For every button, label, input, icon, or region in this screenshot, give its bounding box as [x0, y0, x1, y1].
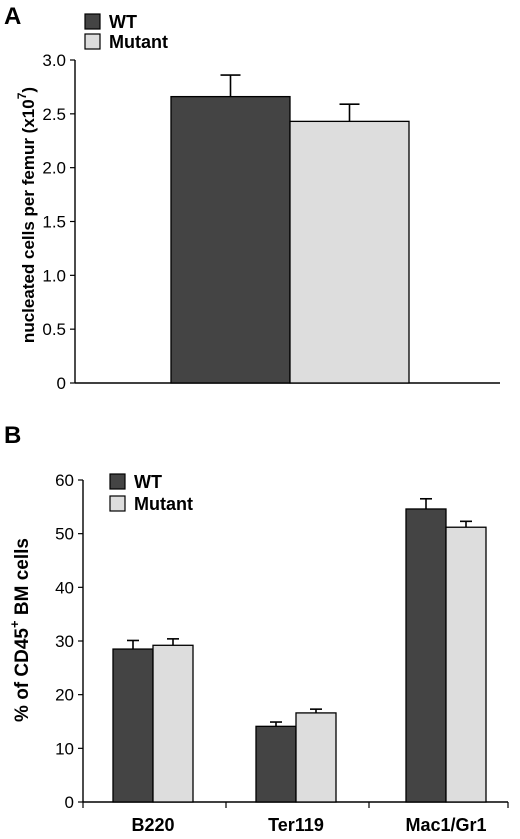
legend-label-mutant: Mutant: [109, 32, 168, 52]
panel-b-ticks: 0 10 20 30 40 50 60: [55, 471, 83, 812]
bar-wt: [170, 95, 291, 384]
legend-label-mutant: Mutant: [134, 494, 193, 514]
y-tick-label: 10: [55, 739, 74, 758]
panel-a-label: A: [4, 3, 21, 30]
y-tick-label: 0.5: [42, 320, 66, 339]
panel-a: A nucleated cells per femur (x107) 0 0.5 1…: [4, 3, 500, 393]
panel-b-y-axis-label: % of CD45+ BM cells: [7, 538, 33, 722]
y-tick-label: 2.0: [42, 159, 66, 178]
y-tick-label: 30: [55, 632, 74, 651]
y-tick-label: 1.0: [42, 266, 66, 285]
x-category-label: Mac1/Gr1: [405, 815, 486, 835]
y-tick-label: 0: [65, 793, 74, 812]
legend-swatch-wt: [84, 13, 101, 30]
bar-mutant-mac1-gr1: [445, 526, 487, 803]
panel-a-bars: [170, 74, 410, 384]
y-tick-label: 0: [57, 374, 66, 393]
panel-b-label: B: [4, 422, 21, 449]
legend-swatch-wt: [109, 473, 126, 490]
y-tick-label: 60: [55, 471, 74, 490]
y-tick-label: 40: [55, 578, 74, 597]
y-tick-label: 1.5: [42, 213, 66, 232]
bar-wt-b220: [112, 648, 154, 803]
panel-a-ticks: 0 0.5 1.0 1.5 2.0 2.5 3.0: [42, 51, 75, 393]
bar-mutant-ter119: [295, 712, 337, 803]
bar-wt-mac1-gr1: [405, 508, 447, 803]
y-tick-label: 50: [55, 525, 74, 544]
x-category-label: Ter119: [268, 815, 324, 835]
panel-b: B % of CD45+ BM cells 0 10 20 30 40 50 60 B220…: [4, 422, 509, 835]
y-tick-label: 3.0: [42, 51, 66, 70]
legend-label-wt: WT: [134, 472, 162, 492]
panel-a-y-axis-label: nucleated cells per femur (x107): [15, 87, 38, 343]
x-category-label: B220: [131, 815, 174, 835]
y-tick-label: 2.5: [42, 105, 66, 124]
bar-wt-ter119: [255, 725, 297, 803]
panel-b-bars: [112, 497, 487, 803]
bar-mutant-b220: [152, 644, 194, 803]
y-tick-label: 20: [55, 686, 74, 705]
legend-label-wt: WT: [109, 12, 137, 32]
legend-swatch-mutant: [84, 33, 101, 50]
bar-mutant: [289, 120, 410, 384]
panel-b-category-labels: B220 Ter119 Mac1/Gr1: [131, 815, 486, 835]
legend-swatch-mutant: [109, 495, 126, 512]
